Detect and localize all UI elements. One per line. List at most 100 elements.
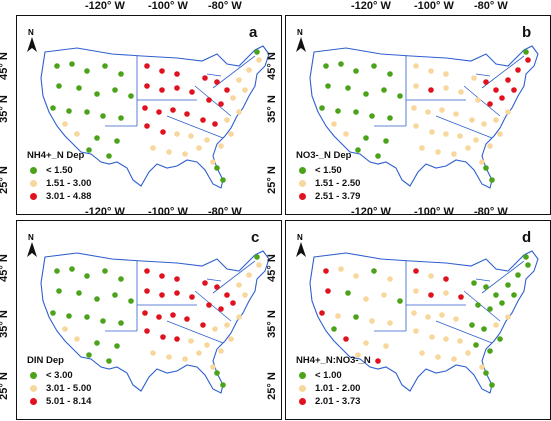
legend-row-mid: 1.01 - 2.00 <box>296 382 371 395</box>
lat-label-35n: 35° N <box>265 95 278 123</box>
site-marker-green <box>345 290 351 296</box>
legend-row-high: 5.01 - 8.14 <box>27 395 91 408</box>
site-marker-tan <box>497 131 503 137</box>
site-marker-tan <box>74 336 80 342</box>
site-marker-green <box>118 115 124 121</box>
site-marker-tan <box>411 310 417 316</box>
site-marker-tan <box>435 354 441 360</box>
site-marker-red <box>525 57 531 63</box>
site-marker-green <box>112 87 118 93</box>
site-marker-green <box>106 153 112 159</box>
site-marker-tan <box>457 338 463 344</box>
site-marker-green <box>471 280 477 286</box>
site-marker-green <box>254 49 260 55</box>
map-panel-a: N a NH4+_N Dep < 1.50 1.51 - 3.00 3.01 -… <box>16 15 282 215</box>
site-marker-red <box>319 310 325 316</box>
site-marker-red <box>184 111 190 117</box>
legend-row-low: < 1.00 <box>296 369 371 382</box>
site-marker-red <box>206 97 212 103</box>
lon-label-80w: -80° W <box>208 206 242 218</box>
site-marker-green <box>363 91 369 97</box>
legend-dot-tan <box>299 385 306 392</box>
site-marker-green <box>128 93 134 99</box>
site-marker-green <box>383 138 389 144</box>
lon-label-120w: -120° W <box>85 206 125 218</box>
lon-label-120w: -120° W <box>351 0 391 12</box>
site-marker-tan <box>218 348 224 354</box>
lat-label-25n: 25° N <box>265 166 278 194</box>
site-marker-green <box>56 288 62 294</box>
legend-dot-green <box>299 167 306 174</box>
site-marker-tan <box>62 121 68 127</box>
us-map <box>309 45 539 189</box>
site-marker-green <box>76 290 82 296</box>
panel-letter: d <box>522 229 532 246</box>
site-marker-red <box>200 117 206 123</box>
lat-label-25n: 25° N <box>265 372 278 400</box>
lon-label-100w: -100° W <box>414 0 454 12</box>
legend-label-mid: 3.01 - 5.00 <box>46 383 92 394</box>
site-marker-red <box>159 292 165 298</box>
site-marker-red <box>458 294 464 300</box>
site-marker-green <box>118 320 124 326</box>
site-marker-red <box>515 67 521 73</box>
site-marker-red <box>159 68 165 74</box>
site-marker-tan <box>363 296 369 302</box>
site-marker-red <box>184 316 190 322</box>
site-marker-green <box>397 93 403 99</box>
site-marker-tan <box>457 133 463 139</box>
site-marker-tan <box>74 131 80 137</box>
site-marker-tan <box>166 354 172 360</box>
site-marker-green <box>66 108 72 114</box>
site-marker-tan <box>174 131 180 137</box>
site-marker-red <box>189 89 195 95</box>
site-marker-green <box>323 63 329 69</box>
map-panel-b: N b NO3-_N Dep < 1.50 1.51 - 2.50 2.51 -… <box>285 15 551 215</box>
site-marker-green <box>499 300 505 306</box>
legend-row-low: < 1.50 <box>296 164 360 177</box>
north-arrow-label: N <box>297 233 303 242</box>
site-marker-red <box>202 280 208 286</box>
site-marker-tan <box>413 328 419 334</box>
site-marker-tan <box>493 322 499 328</box>
site-marker-red <box>413 268 419 274</box>
site-marker-red <box>487 101 493 107</box>
region-border <box>166 320 224 344</box>
site-marker-tan <box>465 350 471 356</box>
site-marker-green <box>94 91 100 97</box>
site-marker-red <box>159 87 165 93</box>
legend-dot-green <box>30 372 37 379</box>
site-marker-tan <box>413 83 419 89</box>
site-marker-red <box>428 292 434 298</box>
lat-label-25n: 25° N <box>0 166 10 194</box>
site-marker-red <box>375 358 381 364</box>
site-marker-green <box>523 254 529 260</box>
legend: NO3-_N Dep < 1.50 1.51 - 2.50 2.51 - 3.7… <box>296 150 360 203</box>
region-border <box>194 85 232 117</box>
lon-label-120w: -120° W <box>351 206 391 218</box>
region-border <box>463 85 501 117</box>
site-marker-green <box>473 342 479 348</box>
site-marker-red <box>156 109 162 115</box>
site-marker-green <box>497 336 503 342</box>
site-marker-green <box>86 352 92 358</box>
north-arrow: N <box>294 28 308 54</box>
site-marker-tan <box>413 63 419 69</box>
site-marker-green <box>371 268 377 274</box>
site-marker-tan <box>335 313 341 319</box>
lon-label-100w: -100° W <box>148 0 188 12</box>
site-marker-tan <box>188 338 194 344</box>
lat-label-25n: 25° N <box>0 372 10 400</box>
site-marker-green <box>76 85 82 91</box>
site-marker-tan <box>479 364 485 370</box>
site-marker-tan <box>236 77 242 83</box>
site-marker-green <box>128 298 134 304</box>
legend-title: NH4+_N:NO3-_N <box>296 355 371 366</box>
legend-dot-red <box>30 398 37 405</box>
site-marker-red <box>428 87 434 93</box>
site-marker-red <box>218 306 224 312</box>
site-marker-red <box>170 312 176 318</box>
site-marker-tan <box>210 364 216 370</box>
site-marker-tan <box>204 137 210 143</box>
site-marker-tan <box>256 57 262 63</box>
